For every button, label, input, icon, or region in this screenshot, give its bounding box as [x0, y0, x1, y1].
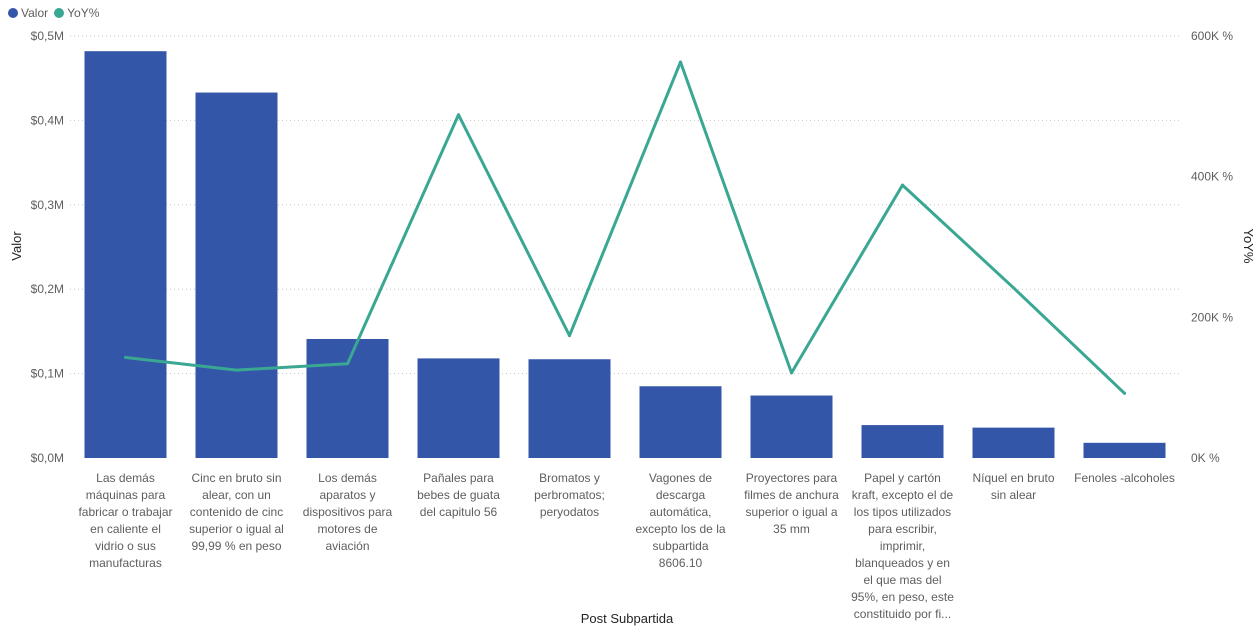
bar: [195, 92, 278, 458]
line-point: [568, 334, 571, 338]
x-axis-title: Post Subpartida: [581, 611, 674, 626]
category-label: Proyectores para filmes de anchura superio…: [744, 471, 839, 536]
legend-label-yoy: YoY%: [67, 6, 100, 20]
legend-dot-yoy-icon: [54, 8, 65, 18]
line-point: [235, 368, 238, 372]
x-axis-categories: Las demás máquinas para fabricar o trabaja…: [78, 471, 1174, 621]
y-tick-label: $0,5M: [31, 29, 64, 43]
category-label: Los demás aparatos y dispositivos para moto…: [303, 471, 393, 553]
legend-label-valor: Valor: [21, 6, 49, 20]
line-point: [679, 60, 682, 64]
line-series-yoy: [124, 60, 1126, 395]
line-point: [790, 371, 793, 375]
category-label: Pañales para bebes de guata del capitulo 5…: [417, 471, 500, 519]
y-axis-right: 0K % 200K % 400K % 600K %: [1191, 29, 1233, 465]
category-label: Cinc en bruto sin alear, con un contenido …: [189, 471, 284, 553]
bar: [306, 338, 389, 458]
y-tick-label: $0,3M: [31, 198, 64, 212]
y-tick-label: $0,4M: [31, 113, 64, 127]
category-label: Bromatos y perbromatos; peryodatos: [534, 471, 605, 519]
y2-tick-label: 0K %: [1191, 451, 1220, 465]
line-point: [346, 362, 349, 366]
y-tick-label: $0,0M: [31, 451, 64, 465]
line-point: [1012, 286, 1015, 290]
bar: [417, 358, 500, 458]
bar: [639, 386, 722, 458]
category-label: Papel y cartón kraft, excepto el de los ti…: [851, 471, 954, 621]
line-point: [124, 355, 127, 359]
line-point: [901, 183, 904, 187]
category-label: Níquel en bruto sin alear: [972, 471, 1054, 502]
legend-item-yoy[interactable]: YoY%: [54, 6, 99, 20]
bar: [750, 395, 833, 458]
y-tick-label: $0,2M: [31, 282, 64, 296]
bar: [972, 427, 1055, 458]
legend-item-valor[interactable]: Valor: [8, 6, 48, 20]
line-point: [1123, 391, 1126, 395]
category-label: Vagones de descarga automática, excepto los…: [635, 471, 725, 570]
y2-axis-title: YoY%: [1241, 229, 1255, 264]
y2-tick-label: 600K %: [1191, 29, 1233, 43]
y-axis-left: $0,0M $0,1M $0,2M $0,3M $0,4M $0,5M: [31, 29, 64, 465]
category-label: Fenoles -alcoholes: [1074, 471, 1175, 485]
y-tick-label: $0,1M: [31, 367, 64, 381]
bar: [861, 425, 944, 458]
line-point: [457, 113, 460, 117]
legend-dot-valor-icon: [8, 8, 18, 18]
category-label: Las demás máquinas para fabricar o trabaja…: [78, 471, 172, 570]
bar: [84, 51, 167, 458]
bar-series-valor: [84, 51, 1166, 458]
y2-tick-label: 200K %: [1191, 310, 1233, 324]
yoy-line: [124, 60, 1126, 395]
bar: [1083, 442, 1166, 458]
y2-tick-label: 400K %: [1191, 170, 1233, 184]
y-axis-title: Valor: [9, 231, 24, 261]
legend: Valor YoY%: [8, 5, 105, 21]
bar: [528, 359, 611, 458]
